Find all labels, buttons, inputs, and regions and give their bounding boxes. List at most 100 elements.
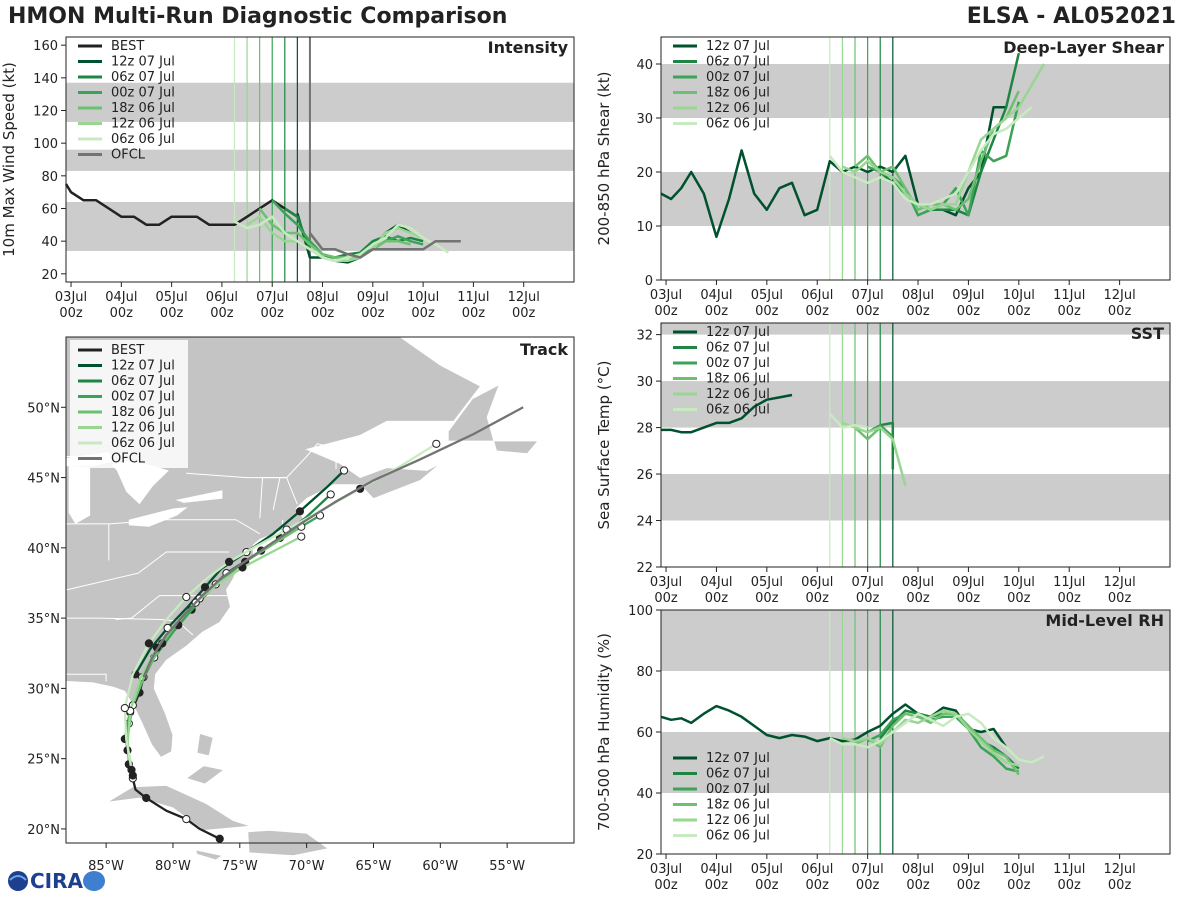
track-marker: [182, 815, 191, 824]
logo-text: CIRA: [30, 869, 84, 893]
sst-series-06z-07-Jul: [879, 421, 895, 470]
rh-xtick-label: 11Jul: [1053, 862, 1085, 877]
intensity-xtick-label: 00z: [210, 306, 234, 321]
intensity-xtick-label: 00z: [59, 306, 83, 321]
track-legend-label: BEST: [111, 343, 144, 358]
intensity-legend-label: BEST: [111, 39, 144, 54]
track-xtick-label: 80°W: [155, 859, 191, 874]
lake-ontario: [175, 490, 223, 503]
shear-xtick-label: 00z: [806, 304, 830, 319]
sst-xtick-label: 00z: [856, 591, 880, 606]
rh-xtick-label: 06Jul: [801, 862, 833, 877]
land-jamaica: [195, 849, 224, 861]
intensity-xtick-label: 05Jul: [156, 290, 188, 305]
intensity-xtick-label: 08Jul: [306, 290, 338, 305]
track-marker: [224, 557, 234, 566]
rh-ytick-label: 100: [628, 604, 653, 619]
shear-series-12z-07-Jul: [660, 105, 1007, 239]
sst-xtick-label: 00z: [705, 591, 729, 606]
track-marker: [432, 439, 441, 448]
rh-xtick-label: 00z: [1058, 878, 1082, 893]
sst-legend-label: 06z 06 Jul: [706, 403, 770, 418]
intensity-xtick-label: 06Jul: [206, 290, 238, 305]
rh-xtick-label: 12Jul: [1103, 862, 1135, 877]
sst-xtick-label: 00z: [755, 591, 779, 606]
shear-band-1: [661, 64, 1170, 118]
intensity-legend-label: 06z 07 Jul: [111, 70, 175, 85]
figure-title: HMON Multi-Run Diagnostic Comparison: [8, 4, 508, 29]
rh-legend-label: 00z 07 Jul: [706, 782, 770, 797]
track-legend-label: 06z 06 Jul: [111, 436, 175, 451]
intensity-xtick-label: 03Jul: [55, 290, 87, 305]
shear-ytick-label: 10: [636, 220, 653, 235]
intensity-ytick-label: 40: [41, 235, 58, 250]
intensity-band-0: [66, 201, 574, 251]
sst-legend-label: 12z 06 Jul: [706, 387, 770, 402]
sst-band-0: [661, 474, 1170, 521]
track-series-OFCL: [142, 406, 524, 678]
intensity-ytick-label: 140: [33, 72, 58, 87]
shear-title: Deep-Layer Shear: [1003, 38, 1164, 57]
track-legend-label: 18z 06 Jul: [111, 405, 175, 420]
intensity-series-OFCL: [308, 232, 461, 259]
track-legend-label: 06z 07 Jul: [111, 374, 175, 389]
sst-xtick-label: 07Jul: [852, 575, 884, 590]
intensity-band-2: [66, 82, 574, 122]
track-ytick-label: 20°N: [27, 823, 60, 838]
rh-legend-label: 06z 06 Jul: [706, 829, 770, 844]
track-marker: [215, 834, 224, 843]
shear-ylabel: 200-850 hPa Shear (kt): [595, 72, 613, 246]
intensity-legend-label: 06z 06 Jul: [111, 132, 175, 147]
intensity-xtick-label: 00z: [311, 306, 335, 321]
shear-xtick-label: 00z: [957, 304, 981, 319]
shear-xtick-label: 00z: [1058, 304, 1082, 319]
rh-ytick-label: 20: [636, 848, 653, 863]
intensity-xtick-label: 09Jul: [357, 290, 389, 305]
sst-series-12z-07-Jul: [661, 393, 793, 434]
rh-band-0: [661, 732, 1170, 793]
track-xtick-label: 55°W: [489, 859, 525, 874]
sst-xtick-label: 08Jul: [902, 575, 934, 590]
shear-xtick-label: 00z: [654, 304, 678, 319]
sst-xtick-label: 06Jul: [801, 575, 833, 590]
cira-logo: CIRA: [8, 869, 105, 893]
sst-ylabel: Sea Surface Temp (°C): [595, 360, 613, 529]
rh-xtick-label: 08Jul: [902, 862, 934, 877]
shear-xtick-label: 00z: [906, 304, 930, 319]
intensity-legend-label: OFCL: [111, 148, 146, 163]
track-xtick-label: 60°W: [422, 859, 458, 874]
rh-xtick-label: 00z: [1007, 878, 1031, 893]
rh-series-00z-07-Jul: [867, 712, 1020, 773]
track-marker: [144, 639, 153, 648]
rh-xtick-label: 07Jul: [852, 862, 884, 877]
shear-ytick-label: 40: [636, 58, 653, 73]
sst-xtick-label: 00z: [1108, 591, 1132, 606]
track-marker: [339, 466, 349, 475]
shear-xtick-label: 07Jul: [852, 288, 884, 303]
shear-xtick-label: 05Jul: [751, 288, 783, 303]
sst-ytick-label: 30: [636, 375, 653, 390]
rh-xtick-label: 09Jul: [952, 862, 984, 877]
track-xtick-label: 65°W: [356, 859, 392, 874]
rh-xtick-label: 00z: [654, 878, 678, 893]
rh-xtick-label: 00z: [957, 878, 981, 893]
sst-ytick-label: 22: [636, 561, 653, 576]
sst-xtick-label: 00z: [906, 591, 930, 606]
rh-xtick-label: 00z: [806, 878, 830, 893]
sst-frame: [660, 322, 1171, 568]
track-xtick-label: 85°W: [88, 859, 124, 874]
intensity-legend-label: 12z 07 Jul: [111, 55, 175, 70]
shear-xtick-label: 00z: [755, 304, 779, 319]
sst-xtick-label: 10Jul: [1003, 575, 1035, 590]
track-xtick-label: 75°W: [222, 859, 258, 874]
shear-xtick-label: 00z: [705, 304, 729, 319]
intensity-xtick-label: 00z: [361, 306, 385, 321]
track-marker: [200, 583, 210, 592]
track-marker: [182, 592, 191, 602]
emblem-icon: [83, 871, 105, 891]
state-border: [115, 595, 230, 620]
sst-xtick-label: 04Jul: [700, 575, 732, 590]
intensity-ylabel: 10m Max Wind Speed (kt): [0, 62, 18, 257]
rh-xtick-label: 10Jul: [1003, 862, 1035, 877]
